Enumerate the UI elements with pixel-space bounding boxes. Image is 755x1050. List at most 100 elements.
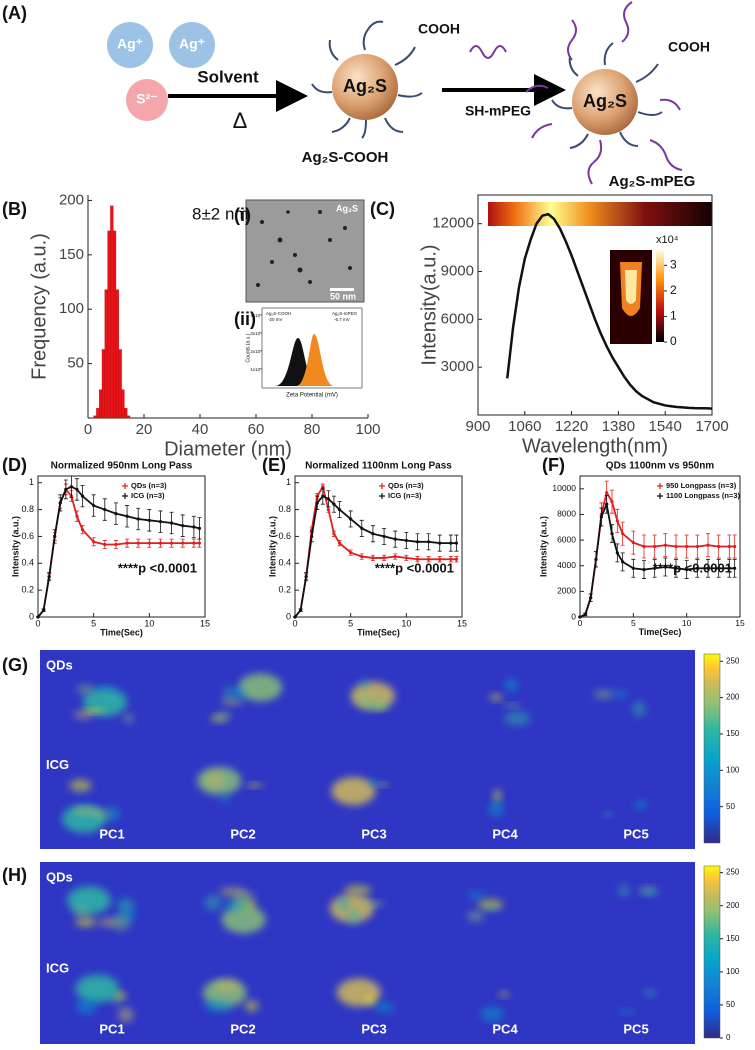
- point: [438, 541, 442, 545]
- y-tick-label: 6000: [441, 310, 474, 327]
- bar: [101, 349, 105, 419]
- x-axis-title: Time(Sec): [639, 627, 682, 637]
- point: [349, 550, 353, 555]
- nanoparticle: [572, 69, 638, 135]
- point: [621, 560, 625, 564]
- bar: [121, 389, 125, 419]
- x-tick-label: 900: [465, 418, 490, 435]
- column-label: PC1: [99, 826, 124, 841]
- row-label: ICG: [46, 757, 69, 772]
- signal: [117, 1007, 134, 1023]
- signal: [337, 897, 349, 910]
- panel-label: (D): [2, 455, 27, 475]
- signal: [638, 886, 658, 895]
- signal: [375, 1002, 394, 1013]
- column-label: PC1: [99, 1021, 124, 1036]
- signal: [501, 703, 522, 708]
- signal: [618, 1009, 636, 1015]
- point: [125, 514, 129, 518]
- x-tick-label: 1380: [602, 418, 635, 435]
- colorbar-label: 200: [726, 901, 740, 910]
- y-axis-title: Intensity (a.u.): [267, 516, 277, 577]
- point: [181, 541, 185, 545]
- point: [578, 615, 582, 619]
- point: [615, 551, 619, 555]
- signal: [602, 812, 613, 817]
- x-tick-label: 5: [348, 619, 353, 629]
- y-tick-label: 0.4: [278, 558, 291, 568]
- point: [642, 544, 646, 549]
- y-tick-label: 0: [571, 611, 576, 621]
- bar: [115, 289, 119, 419]
- colorbar-label: 100: [726, 967, 740, 976]
- legend-label: 1100 Longpass (n=3): [666, 491, 740, 500]
- y-tick-label: 0.8: [278, 504, 291, 514]
- legend-label: 950 Longpass (n=3): [666, 481, 737, 490]
- step-label: SH-mPEG: [465, 103, 531, 119]
- panel-label: (F): [542, 455, 565, 475]
- panel-label: (E): [262, 455, 286, 475]
- point: [427, 540, 431, 544]
- signal: [488, 801, 504, 817]
- legend-label: ICG (n=3): [388, 491, 422, 500]
- x-tick-label: 5: [631, 618, 636, 628]
- signal: [365, 996, 376, 1006]
- bar: [107, 230, 111, 419]
- colorbar-label: 200: [726, 693, 740, 702]
- y-tick-label: 150: [59, 246, 84, 263]
- x-axis-title: Time(Sec): [100, 628, 143, 638]
- signal: [76, 998, 97, 1015]
- point: [147, 541, 151, 545]
- legend-label: QDs (n=3): [131, 481, 167, 490]
- chart-title: Normalized 1100nm Long Pass: [305, 461, 452, 472]
- point: [415, 557, 420, 561]
- point: [197, 541, 202, 545]
- inset-colorbar-label: 0: [670, 334, 677, 348]
- signal: [238, 673, 283, 702]
- series-line: [37, 485, 200, 618]
- point: [685, 567, 689, 572]
- tem-image: [245, 199, 365, 303]
- signal: [480, 1006, 504, 1022]
- y-axis-title: Intensity (a.u.): [10, 516, 20, 577]
- point: [64, 487, 68, 492]
- x-tick-label: 10: [144, 619, 154, 629]
- signal: [72, 906, 90, 916]
- signal: [486, 905, 501, 911]
- signal: [69, 779, 92, 792]
- point: [371, 532, 375, 536]
- point: [103, 542, 107, 547]
- scale-label: 50 nm: [330, 291, 356, 301]
- signal: [213, 980, 241, 992]
- panel-label: (G): [2, 655, 28, 675]
- point: [36, 615, 40, 619]
- y-tick-label: 8000: [557, 509, 576, 519]
- x-tick-label: 100: [355, 421, 380, 438]
- bar: [118, 349, 122, 419]
- x-tick-label: 10: [682, 618, 692, 628]
- signal: [346, 908, 361, 924]
- colorbar-label: 250: [726, 656, 740, 665]
- column-label: PC2: [230, 826, 255, 841]
- column-label: PC5: [623, 826, 648, 841]
- inset-tem: (i) Ag₂S 50 nm: [234, 199, 365, 303]
- chart-title: Normalized 950nm Long Pass: [51, 461, 193, 472]
- x-tick-label: 1060: [508, 418, 541, 435]
- signal: [220, 794, 230, 803]
- series-line: [506, 212, 713, 410]
- signal: [632, 701, 646, 717]
- point: [114, 511, 118, 516]
- signal: [76, 684, 94, 695]
- point: [674, 544, 678, 549]
- x-tick-label: 0: [35, 619, 40, 629]
- colorbar-label: 50: [726, 802, 735, 811]
- point: [415, 540, 420, 544]
- y-tick-label: 0.2: [278, 585, 291, 595]
- core-label: Ag₂S: [343, 76, 387, 96]
- legend-label: QDs (n=3): [388, 481, 424, 490]
- ligand-label: COOH: [418, 21, 460, 37]
- ion-label: Ag⁺: [179, 36, 205, 52]
- point: [337, 507, 342, 512]
- legend-marker: [379, 483, 385, 489]
- y-tick-label: 50: [67, 355, 84, 372]
